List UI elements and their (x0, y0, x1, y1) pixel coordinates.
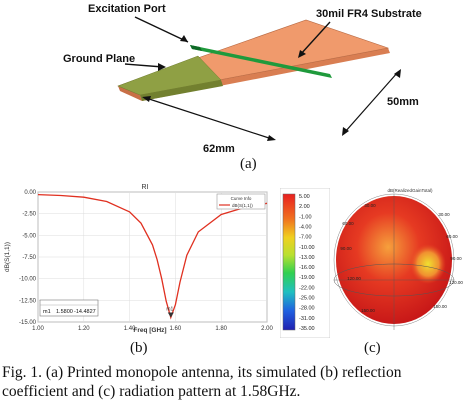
radiation-pattern: dB(RealizedGainTotal) 30.00 60.00 90.00 120… (333, 188, 463, 330)
feed-line (190, 45, 332, 78)
y-tick-label: -7.50 (22, 255, 36, 261)
colorbar-tick-label: 2.00 (299, 204, 310, 210)
substrate-edge-left (118, 86, 142, 101)
pattern-angle-label: 120.00 (449, 280, 463, 285)
pattern-angle-label: 30.00 (364, 203, 376, 208)
colorbar-tick-label: -1.00 (299, 214, 312, 220)
ground-plane-label: Ground Plane (63, 53, 136, 65)
colorbar-gradient (282, 193, 296, 331)
x-tick-label: 1.20 (78, 326, 90, 332)
excitation-port (190, 45, 202, 51)
colorbar-tick-label: -13.00 (299, 255, 315, 261)
pattern-angle-label: 150.00 (433, 304, 447, 309)
pattern-angle-label: 60.00 (446, 234, 458, 239)
figure-caption-line-1: Fig. 1. (a) Printed monopole antenna, it… (2, 364, 402, 381)
y-tick-label: -5.00 (22, 233, 36, 239)
gain-colorbar: 5.00 2.00 -1.00 -4.00 -7.00 -10.00 -13.00 -16.0… (280, 188, 330, 338)
substrate-arrowhead (298, 50, 306, 58)
pattern-angle-label: 120.00 (347, 276, 361, 281)
subfigure-a-label: (a) (240, 156, 257, 172)
legend: Curve Info dB(S(1,1)) (216, 193, 266, 210)
pattern-angle-label: 90.00 (340, 246, 352, 251)
colorbar-tick-label: -22.00 (299, 285, 315, 291)
dim-width-head-1 (342, 127, 349, 136)
legend-title: Curve Info (231, 196, 252, 201)
subfigure-b-label: (b) (130, 340, 148, 356)
y-tick-label: 0.00 (24, 190, 36, 196)
colorbar-tick-label: -16.00 (299, 265, 315, 271)
x-tick-label: 1.80 (215, 326, 227, 332)
substrate-arrow (299, 21, 331, 56)
reflection-coefficient-plot: RI 0.00 -2.50 -5.00 -7.50 -10.00 -12.50 -15.00… (0, 180, 275, 340)
antenna-diagram (117, 16, 401, 141)
pattern-angle-label: 150.00 (361, 308, 375, 313)
pattern-angle-label: 90.00 (450, 256, 462, 261)
colorbar-tick-label: -28.00 (299, 306, 315, 312)
x-tick-label: 1.60 (170, 326, 182, 332)
plot-title: RI (142, 184, 149, 191)
y-tick-label: -2.50 (22, 212, 36, 218)
colorbar-tick-label: -25.00 (299, 296, 315, 302)
ground-arrowhead (158, 63, 166, 71)
pattern-angle-label: 30.00 (438, 212, 450, 217)
ground-plane-edge (140, 80, 223, 101)
y-tick-label: -10.00 (19, 277, 37, 283)
marker-name: m1 (43, 309, 51, 315)
dim-length-head-1 (142, 96, 151, 102)
figure-caption-line-2: coefficient and (c) radiation pattern at… (2, 383, 301, 400)
dim-length-line (145, 97, 273, 140)
x-tick-label: 1.40 (124, 326, 136, 332)
colorbar-tick-label: -35.00 (299, 326, 315, 332)
legend-series: dB(S(1,1)) (232, 203, 253, 208)
pattern-title: dB(RealizedGainTotal) (387, 188, 433, 193)
colorbar-tick-label: -31.00 (299, 316, 315, 322)
x-axis-label: Freq [GHz] (133, 327, 166, 334)
ground-arrow (124, 63, 164, 68)
dim-width-line (344, 71, 399, 133)
marker-m1-label: m1 (166, 306, 173, 312)
pattern-angle-label: 60.00 (342, 221, 354, 226)
marker-y: -14.4827 (74, 309, 96, 315)
subfigure-c-label: (c) (364, 340, 381, 356)
colorbar-tick-label: 5.00 (299, 194, 310, 200)
colorbar-tick-label: -10.00 (299, 245, 315, 251)
x-tick-label: 2.00 (261, 326, 273, 332)
dim-length-label: 62mm (203, 143, 235, 155)
y-tick-label: -15.00 (19, 320, 37, 326)
excitation-arrowhead (180, 35, 188, 42)
dim-width-label: 50mm (387, 96, 419, 108)
colorbar-tick-label: -7.00 (299, 235, 312, 241)
excitation-port-label: Excitation Port (88, 3, 166, 15)
null-region (410, 244, 446, 284)
marker-table: m1 1.5800 -14.4827 (39, 299, 99, 317)
x-tick-label: 1.00 (32, 326, 44, 332)
dim-length-head-2 (267, 135, 276, 141)
s11-curve (37, 193, 268, 320)
y-axis-label: dB(S(1,1)) (4, 242, 11, 272)
colorbar-tick-label: -4.00 (299, 224, 312, 230)
colorbar-tick-label: -19.00 (299, 275, 315, 281)
substrate-label: 30mil FR4 Substrate (316, 8, 422, 20)
marker-m1 (167, 312, 174, 318)
marker-x: 1.5800 (56, 309, 73, 315)
y-tick-label: -12.50 (19, 298, 37, 304)
excitation-arrow (134, 16, 189, 43)
dim-width-head-2 (394, 69, 401, 78)
